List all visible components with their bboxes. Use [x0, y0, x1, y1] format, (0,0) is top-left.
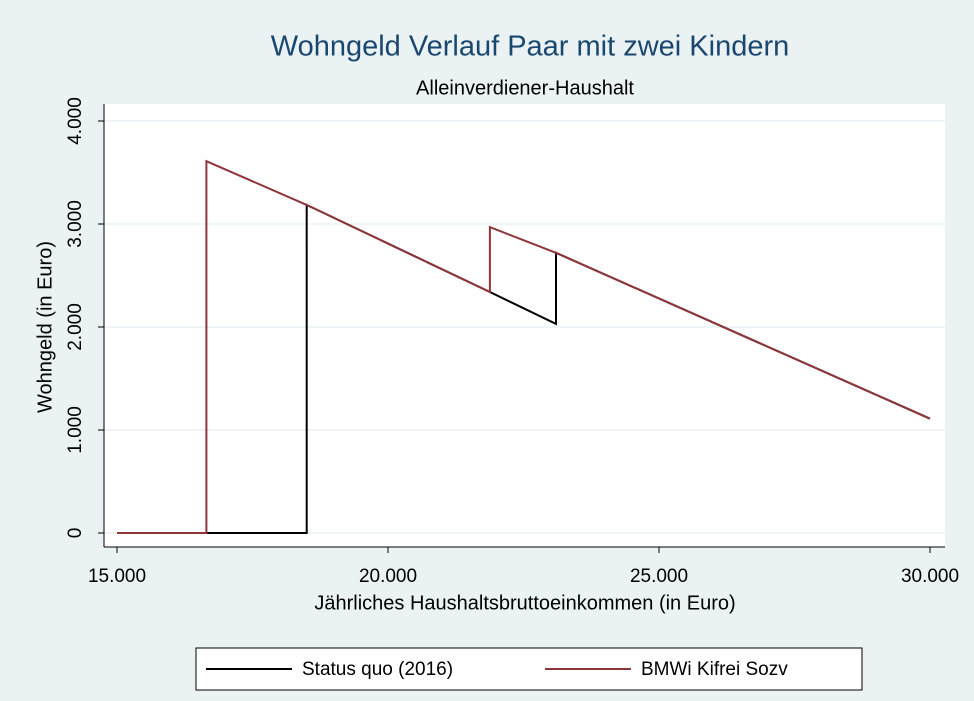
y-tick-label: 2.000 [65, 303, 86, 351]
x-tick-label: 20.000 [359, 566, 417, 587]
y-axis-label: Wohngeld (in Euro) [34, 241, 56, 413]
legend-label: Status quo (2016) [302, 659, 453, 680]
y-tick-label: 0 [65, 528, 86, 539]
legend-label: BMWi Kifrei Sozv [641, 659, 788, 680]
series-line [117, 159, 931, 534]
legend [195, 647, 863, 691]
y-tick-label: 4.000 [65, 97, 86, 145]
x-tick-label: 25.000 [630, 566, 688, 587]
plot-region [104, 104, 945, 547]
chart-subtitle: Alleinverdiener-Haushalt [416, 77, 634, 99]
x-tick-label: 15.000 [88, 566, 146, 587]
x-axis-label: Jährliches Haushaltsbruttoeinkommen (in … [314, 592, 735, 614]
y-tick-label: 3.000 [65, 200, 86, 248]
x-tick-label: 30.000 [901, 566, 959, 587]
chart-title: Wohngeld Verlauf Paar mit zwei Kindern [271, 31, 790, 63]
y-tick-label: 1.000 [65, 406, 86, 454]
